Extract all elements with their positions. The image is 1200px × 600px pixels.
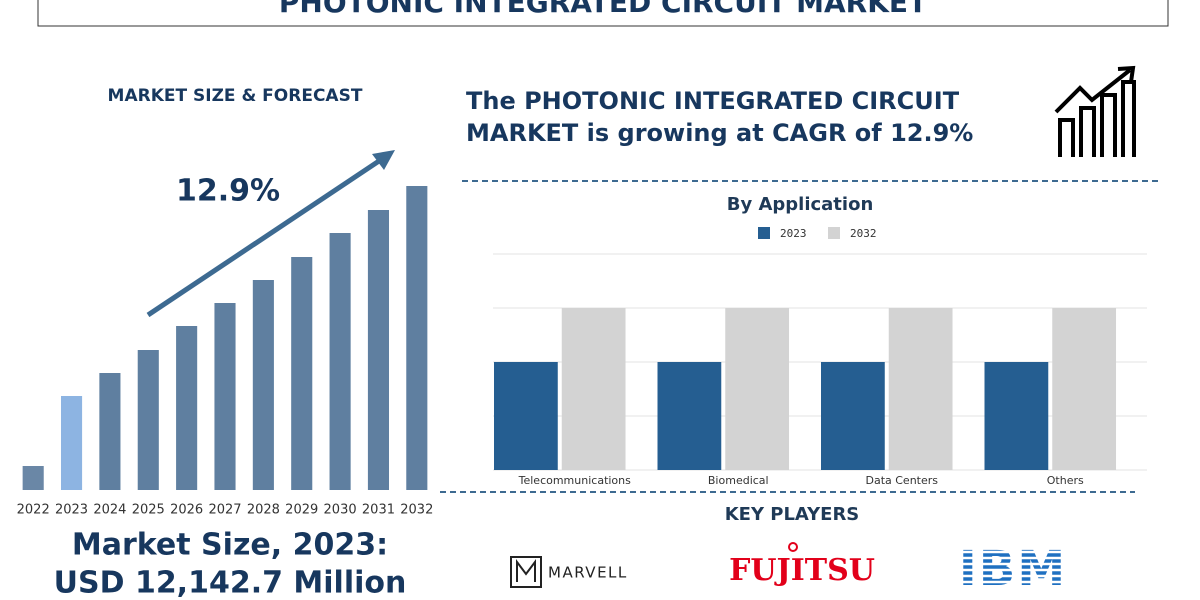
bar [252, 280, 274, 490]
bar [99, 373, 121, 490]
marvell-logo-mark [510, 556, 542, 588]
x-tick-label: 2029 [285, 503, 318, 518]
bar [176, 326, 198, 490]
bar [60, 396, 83, 490]
bar [1052, 308, 1117, 470]
x-tick-label: Biomedical [708, 474, 769, 487]
bar [406, 186, 428, 490]
bar [367, 210, 390, 490]
header-box [37, 0, 1169, 27]
bar [984, 362, 1049, 470]
x-tick-label: Data Centers [865, 474, 938, 487]
x-tick-label: 2028 [247, 503, 280, 518]
x-tick-label: 2031 [362, 503, 395, 518]
bar [494, 362, 558, 470]
growth-arrow [146, 154, 387, 318]
growth-arrow-head [372, 150, 395, 170]
bar [821, 362, 885, 470]
bar [329, 233, 351, 490]
x-tick-label: 2022 [17, 503, 50, 518]
x-tick-label: 2026 [170, 503, 203, 518]
x-tick-label: 2024 [93, 503, 126, 518]
legend-label: 2032 [850, 227, 877, 240]
bar [214, 303, 236, 490]
headline-line: MARKET is growing at CAGR of 12.9% [466, 119, 973, 147]
bar [725, 308, 790, 470]
x-tick-label: 2027 [208, 503, 241, 518]
x-tick-label: 2025 [132, 503, 165, 518]
x-tick-label: 2032 [400, 503, 433, 518]
page-title: PHOTONIC INTEGRATED CIRCUIT MARKET [279, 0, 927, 19]
headline-line: The PHOTONIC INTEGRATED CIRCUIT [466, 87, 960, 115]
fujitsu-mark [788, 542, 798, 552]
x-tick-label: Telecommunications [518, 474, 632, 487]
growth-icon [1054, 65, 1136, 157]
ibm-stripes [950, 550, 1080, 590]
key-players-title: KEY PLAYERS [725, 504, 860, 525]
bar [888, 308, 953, 470]
player-logo: MARVELL [548, 564, 628, 582]
x-tick-label: 2030 [324, 503, 357, 518]
market-size-line: USD 12,142.7 Million [54, 566, 407, 600]
bar [137, 350, 159, 490]
player-logo: FUJITSU [729, 553, 875, 588]
bar [22, 466, 44, 490]
bar [291, 257, 313, 490]
bar [657, 362, 722, 470]
cagr-annotation: 12.9% [176, 174, 280, 209]
legend-swatch [758, 227, 770, 239]
legend-swatch [828, 227, 840, 239]
x-tick-label: 2023 [55, 503, 88, 518]
left-chart-title: MARKET SIZE & FORECAST [108, 86, 363, 106]
bar [561, 308, 626, 470]
market-size-line: Market Size, 2023: [72, 528, 388, 563]
legend-label: 2023 [780, 227, 807, 240]
x-tick-label: Others [1047, 474, 1084, 487]
right-chart-title: By Application [727, 194, 874, 215]
